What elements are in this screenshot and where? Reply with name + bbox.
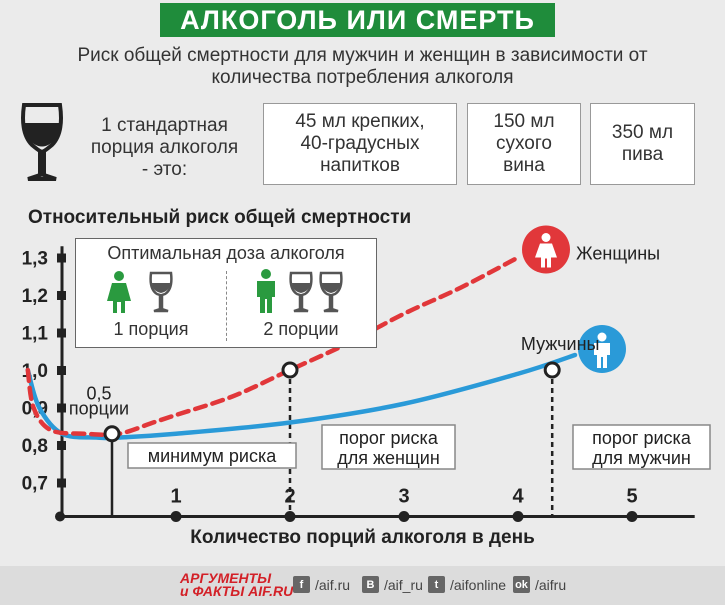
chart-series	[25, 255, 578, 441]
vk-icon: B	[362, 576, 379, 593]
men-threshold-box-frame	[572, 424, 711, 470]
beer-line: 350 мл	[611, 122, 674, 143]
portion-intro-line: порция алкоголя	[90, 137, 239, 158]
wine-glass-icon	[21, 103, 63, 181]
chart-title: Относительный риск общей смертности	[28, 207, 412, 228]
facebook-icon: f	[293, 576, 310, 593]
optimal-divider	[226, 271, 227, 341]
social-label: /aifru	[535, 576, 567, 593]
chart: 1,31,21,11,00,90,80,712345 ЖенщиныМужчин…	[22, 225, 711, 522]
page-title: АЛКОГОЛЬ ИЛИ СМЕРТЬ	[180, 5, 535, 35]
twitter-icon: t	[428, 576, 445, 593]
women-threshold-box-text: порог риска	[339, 428, 439, 448]
y-tick-label: 1,0	[22, 361, 48, 382]
y-tick-label: 0,7	[22, 474, 48, 495]
woman-icon	[107, 271, 131, 313]
spirits-box: 45 мл крепких, 40-градусных напитков	[263, 103, 457, 185]
women-series-line	[25, 255, 521, 437]
portion-intro: 1 стандартная порция алкоголя - это:	[72, 115, 257, 181]
man-icon-body	[594, 343, 610, 368]
y-tick-mark	[57, 403, 66, 413]
man-icon-head	[597, 332, 607, 342]
x-tick-mark	[626, 511, 638, 522]
wine-line: вина	[503, 155, 545, 176]
logo-line: и ФАКТЫ AIF.RU	[180, 583, 294, 599]
wine-box: 150 мл сухого вина	[467, 103, 581, 185]
portion-intro-line: - это:	[141, 159, 188, 180]
y-tick-mark	[57, 366, 66, 375]
y-tick-label: 1,2	[22, 286, 48, 307]
min-dose-label: порции	[69, 398, 129, 418]
women-series-label: Женщины	[576, 244, 660, 264]
women-threshold-box-text: для женщин	[337, 448, 440, 468]
y-tick-mark	[57, 328, 66, 338]
men-threshold-box-text: порог риска	[592, 428, 692, 448]
min-risk-box: минимум риска	[127, 442, 297, 469]
optimal-dose-box: Оптимальная доза алкоголя 1 порция 2 пор…	[75, 238, 377, 348]
optimal-dose-title: Оптимальная доза алкоголя	[107, 243, 345, 263]
man-icon	[578, 325, 626, 373]
men-series-label: Мужчины	[521, 334, 600, 354]
min-dose-label: 0,5	[86, 383, 111, 403]
woman-icon	[522, 225, 570, 274]
y-tick-mark	[57, 253, 66, 263]
y-tick-label: 1,3	[22, 249, 48, 270]
spirits-line: 45 мл крепких,	[295, 111, 425, 132]
social-twitter[interactable]: t /aifonline	[428, 576, 506, 593]
beer-line: пива	[621, 144, 664, 165]
social-label: /aif.ru	[315, 576, 351, 593]
social-label: /aif_ru	[384, 576, 423, 593]
axis-origin-dot	[55, 511, 65, 522]
men-series-line	[25, 352, 578, 441]
subtitle: Риск общей смертности для мужчин и женщи…	[77, 45, 648, 88]
x-tick-label: 4	[512, 486, 524, 508]
wine-line: сухого	[496, 133, 552, 154]
y-tick-mark	[57, 291, 66, 300]
men-dose-label: 2 порции	[263, 319, 339, 339]
spirits-line: 40-градусных	[300, 133, 420, 154]
portion-intro-line: 1 стандартная	[101, 115, 228, 136]
x-axis-label: Количество порций алкоголя в день	[190, 527, 535, 548]
min-risk-box-frame	[127, 442, 297, 469]
x-tick-label: 3	[398, 486, 409, 508]
logo-line: АРГУМЕНТЫ	[180, 570, 272, 586]
x-tick-mark	[170, 511, 182, 522]
min-risk-marker	[103, 425, 121, 443]
y-tick-label: 1,1	[22, 324, 49, 345]
wine-glass-icon	[149, 271, 173, 313]
women-threshold-marker	[281, 361, 299, 379]
woman-icon-head	[541, 233, 551, 242]
x-tick-label: 5	[626, 486, 637, 508]
man-icon	[257, 269, 275, 313]
social-ok[interactable]: ok /aifru	[513, 576, 566, 593]
header: АЛКОГОЛЬ ИЛИ СМЕРТЬ	[0, 0, 725, 40]
wine-glass-icon	[319, 271, 343, 313]
odnoklassniki-icon: ok	[513, 576, 530, 593]
women-threshold-box-frame	[321, 424, 456, 470]
chart-markers	[103, 225, 626, 443]
social-facebook[interactable]: f /aif.ru	[293, 576, 350, 593]
min-risk-box-text: минимум риска	[148, 446, 278, 466]
social-label: /aifonline	[450, 576, 507, 593]
social-vk[interactable]: B /aif_ru	[362, 576, 423, 593]
header-band	[160, 3, 555, 37]
wine-line: 150 мл	[493, 111, 555, 132]
x-tick-mark	[512, 511, 524, 522]
beer-box: 350 мл пива	[590, 103, 695, 185]
x-tick-label: 1	[170, 486, 181, 508]
woman-icon-body	[535, 243, 557, 268]
x-tick-mark	[398, 511, 410, 522]
y-tick-mark	[57, 441, 66, 450]
spirits-line: напитков	[320, 155, 400, 176]
men-threshold-box-text: для мужчин	[592, 448, 691, 468]
wine-glass-icon	[289, 271, 313, 313]
men-threshold-marker	[543, 361, 561, 379]
women-dose-label: 1 порция	[113, 319, 189, 339]
y-tick-mark	[57, 478, 66, 488]
y-tick-label: 0,8	[22, 436, 48, 457]
